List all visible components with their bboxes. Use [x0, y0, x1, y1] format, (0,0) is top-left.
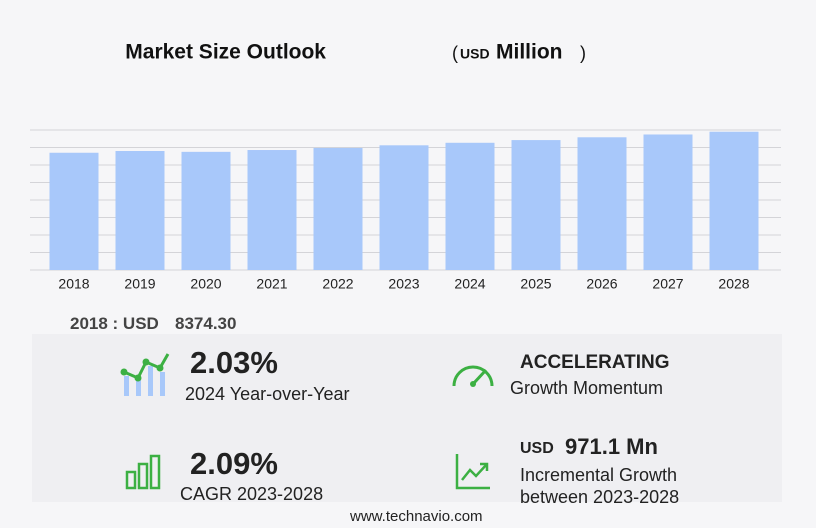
yoy-label: 2024 Year-over-Year — [185, 384, 350, 404]
footer: www.technavio.com — [350, 508, 483, 525]
base-value: 8374.30 — [175, 314, 237, 333]
bar — [577, 137, 627, 270]
x-tick-label: 2019 — [124, 276, 155, 292]
yoy-value: 2.03% — [190, 345, 278, 380]
stats-panel — [32, 334, 782, 502]
x-tick-label: 2018 — [58, 276, 89, 292]
x-tick-label: 2027 — [652, 276, 683, 292]
increment-icon — [455, 454, 490, 490]
bar — [379, 145, 429, 270]
cagr-label: CAGR 2023-2028 — [180, 484, 324, 504]
momentum-icon — [452, 365, 494, 387]
title-unit: Million — [496, 41, 563, 64]
x-tick-label: 2023 — [388, 276, 419, 292]
title-paren: ( — [452, 43, 458, 63]
momentum-label: Growth Momentum — [510, 378, 664, 398]
x-tick-label: 2025 — [520, 276, 551, 292]
bar — [181, 151, 231, 270]
chart-title: Market Size Outlook — [125, 41, 326, 64]
cagr-icon — [125, 454, 161, 490]
increment-value: 971.1 Mn — [565, 434, 658, 459]
increment-label: Incremental Growth — [520, 465, 678, 485]
x-tick-label: 2021 — [256, 276, 287, 292]
bar — [49, 152, 99, 270]
yoy-icon — [120, 353, 170, 396]
title-paren: ) — [580, 43, 586, 63]
bar — [313, 147, 363, 270]
bar — [709, 131, 759, 270]
increment-prefix: USD — [520, 440, 554, 457]
bar — [247, 150, 297, 270]
bar — [445, 142, 495, 270]
chart: Market Size Outlook ( USD Million ) 2018… — [30, 41, 781, 292]
momentum-value: ACCELERATING — [520, 352, 670, 373]
x-tick-label: 2024 — [454, 276, 485, 292]
title-unit-prefix: USD — [460, 46, 490, 62]
bar — [643, 134, 693, 270]
cagr-value: 2.09% — [190, 446, 278, 481]
base-label: 2018 : USD — [70, 314, 159, 333]
x-tick-label: 2026 — [586, 276, 617, 292]
increment-label: between 2023-2028 — [520, 487, 680, 507]
x-tick-label: 2028 — [718, 276, 749, 292]
x-tick-label: 2022 — [322, 276, 353, 292]
bar — [511, 140, 561, 270]
x-tick-label: 2020 — [190, 276, 221, 292]
bar — [115, 151, 165, 270]
